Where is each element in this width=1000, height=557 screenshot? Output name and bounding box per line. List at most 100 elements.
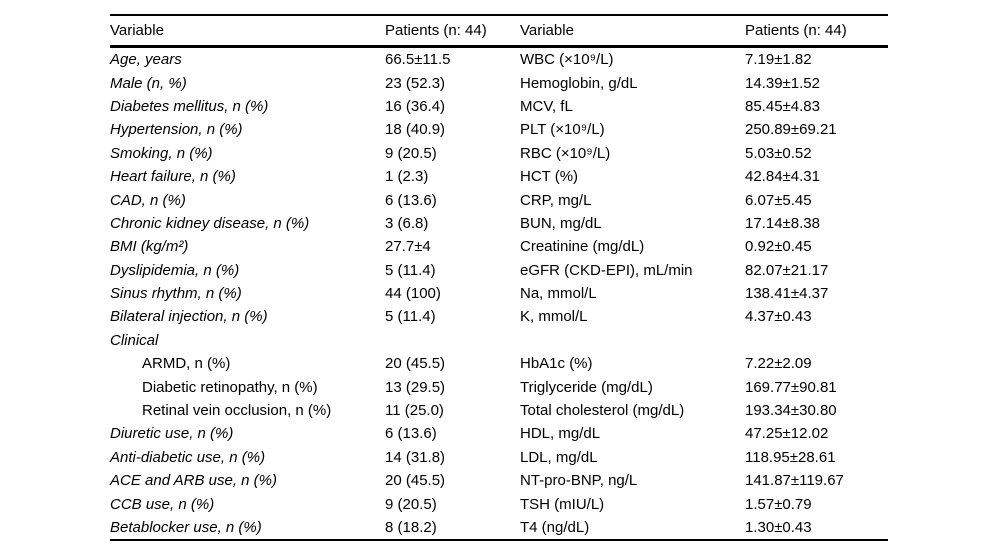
value-cell <box>385 329 520 352</box>
column-header-variable-right: Variable <box>520 15 745 48</box>
variable-cell <box>520 329 745 352</box>
value-cell: 1 (2.3) <box>385 168 429 186</box>
table-row: CCB use, n (%) 9 (20.5) TSH (mIU/L) 1.57… <box>110 492 888 515</box>
variable-cell: CRP, mg/L <box>520 191 592 209</box>
value-cell: 85.45±4.83 <box>745 97 820 115</box>
variable-cell: NT-pro-BNP, ng/L <box>520 472 638 490</box>
variable-cell: MCV, fL <box>520 97 573 115</box>
variable-cell: Diabetes mellitus, n (%) <box>110 97 269 115</box>
value-cell: 0.92±0.45 <box>745 238 812 256</box>
value-cell: 14.39±1.52 <box>745 74 820 92</box>
value-cell: 118.95±28.61 <box>745 448 836 466</box>
table-row: Diabetes mellitus, n (%) 16 (36.4) MCV, … <box>110 95 888 118</box>
variable-cell: Hypertension, n (%) <box>110 121 243 139</box>
value-cell: 14 (31.8) <box>385 448 446 466</box>
value-cell: 47.25±12.02 <box>745 425 829 443</box>
value-cell: 169.77±90.81 <box>745 378 837 396</box>
value-cell: 141.87±119.67 <box>745 472 844 490</box>
value-cell: 5.03±0.52 <box>745 144 812 162</box>
variable-cell: ACE and ARB use, n (%) <box>110 472 278 490</box>
variable-cell: HbA1c (%) <box>520 355 593 373</box>
table-row: Heart failure, n (%) 1 (2.3) HCT (%) 42.… <box>110 165 888 188</box>
header-row: Variable Patients (n: 44) Variable Patie… <box>110 15 888 48</box>
value-cell: 6 (13.6) <box>385 191 437 209</box>
table-row: Smoking, n (%) 9 (20.5) RBC (×10⁹/L) 5.0… <box>110 142 888 165</box>
column-header-patients-left: Patients (n: 44) <box>385 15 520 48</box>
table-row: ACE and ARB use, n (%) 20 (45.5) NT-pro-… <box>110 469 888 492</box>
variable-cell: PLT (×10⁹/L) <box>520 121 605 139</box>
table-row: Age, years 66.5±11.5 WBC (×10⁹/L) 7.19±1… <box>110 47 888 72</box>
variable-cell: WBC (×10⁹/L) <box>520 51 614 69</box>
value-cell: 193.34±30.80 <box>745 402 837 420</box>
variable-cell: BMI (kg/m²) <box>110 238 189 256</box>
value-cell: 44 (100) <box>385 285 441 303</box>
value-cell: 42.84±4.31 <box>745 168 820 186</box>
patient-characteristics-table: Variable Patients (n: 44) Variable Patie… <box>110 14 888 542</box>
value-cell: 9 (20.5) <box>385 144 437 162</box>
variable-cell: Na, mmol/L <box>520 285 597 303</box>
value-cell: 7.19±1.82 <box>745 51 812 69</box>
variable-cell: Hemoglobin, g/dL <box>520 74 638 92</box>
value-cell: 138.41±4.37 <box>745 285 829 303</box>
variable-cell: Heart failure, n (%) <box>110 168 236 186</box>
table-row: Anti-diabetic use, n (%) 14 (31.8) LDL, … <box>110 446 888 469</box>
value-cell: 23 (52.3) <box>385 74 446 92</box>
variable-cell: Dyslipidemia, n (%) <box>110 261 240 279</box>
variable-cell: Smoking, n (%) <box>110 144 213 162</box>
table-row: Betablocker use, n (%) 8 (18.2) T4 (ng/d… <box>110 516 888 540</box>
value-cell: 1.30±0.43 <box>745 519 812 536</box>
variable-cell: Betablocker use, n (%) <box>110 519 262 536</box>
variable-cell: CCB use, n (%) <box>110 495 215 513</box>
variable-cell: Retinal vein occlusion, n (%) <box>142 402 332 420</box>
variable-cell: Age, years <box>110 51 182 69</box>
value-cell: 1.57±0.79 <box>745 495 812 513</box>
value-cell: 27.7±4 <box>385 238 431 256</box>
value-cell: 4.37±0.43 <box>745 308 812 326</box>
variable-cell: Creatinine (mg/dL) <box>520 238 645 256</box>
table-row: Retinal vein occlusion, n (%) 11 (25.0) … <box>110 399 888 422</box>
variable-cell: BUN, mg/dL <box>520 214 602 232</box>
value-cell: 18 (40.9) <box>385 121 446 139</box>
value-cell: 11 (25.0) <box>385 402 444 420</box>
variable-cell: Diuretic use, n (%) <box>110 425 234 443</box>
variable-cell: T4 (ng/dL) <box>520 519 590 536</box>
value-cell: 6 (13.6) <box>385 425 437 443</box>
variable-cell: Total cholesterol (mg/dL) <box>520 402 685 420</box>
variable-cell: HDL, mg/dL <box>520 425 601 443</box>
table-row: Diuretic use, n (%) 6 (13.6) HDL, mg/dL … <box>110 422 888 445</box>
value-cell: 16 (36.4) <box>385 97 446 115</box>
variable-cell: HCT (%) <box>520 168 579 186</box>
table-row: Chronic kidney disease, n (%) 3 (6.8) BU… <box>110 212 888 235</box>
table-row: ARMD, n (%) 20 (45.5) HbA1c (%) 7.22±2.0… <box>110 352 888 375</box>
table-row: Hypertension, n (%) 18 (40.9) PLT (×10⁹/… <box>110 118 888 141</box>
variable-cell: TSH (mIU/L) <box>520 495 605 513</box>
variable-cell: eGFR (CKD-EPI), mL/min <box>520 261 693 279</box>
group-label-cell: Clinical <box>110 331 159 349</box>
variable-cell: Chronic kidney disease, n (%) <box>110 214 310 232</box>
table-row: Sinus rhythm, n (%) 44 (100) Na, mmol/L … <box>110 282 888 305</box>
variable-cell: Diabetic retinopathy, n (%) <box>142 378 318 396</box>
value-cell: 5 (11.4) <box>385 308 436 326</box>
value-cell: 6.07±5.45 <box>745 191 812 209</box>
variable-cell: LDL, mg/dL <box>520 448 598 466</box>
value-cell: 17.14±8.38 <box>745 214 820 232</box>
value-cell: 66.5±11.5 <box>385 51 451 69</box>
table-row: BMI (kg/m²) 27.7±4 Creatinine (mg/dL) 0.… <box>110 235 888 258</box>
variable-cell: CAD, n (%) <box>110 191 186 209</box>
value-cell: 250.89±69.21 <box>745 121 837 139</box>
variable-cell: K, mmol/L <box>520 308 588 326</box>
value-cell: 3 (6.8) <box>385 214 429 232</box>
value-cell: 20 (45.5) <box>385 355 446 373</box>
variable-cell: Triglyceride (mg/dL) <box>520 378 653 396</box>
value-cell: 9 (20.5) <box>385 495 437 513</box>
variable-cell: Bilateral injection, n (%) <box>110 308 268 326</box>
table-row: Bilateral injection, n (%) 5 (11.4) K, m… <box>110 305 888 328</box>
variable-cell: ARMD, n (%) <box>142 355 231 373</box>
value-cell <box>745 329 888 352</box>
value-cell: 20 (45.5) <box>385 472 446 490</box>
column-header-variable-left: Variable <box>110 15 385 48</box>
column-header-patients-right: Patients (n: 44) <box>745 15 888 48</box>
table-row: Dyslipidemia, n (%) 5 (11.4) eGFR (CKD-E… <box>110 259 888 282</box>
table-row: Diabetic retinopathy, n (%) 13 (29.5) Tr… <box>110 375 888 398</box>
